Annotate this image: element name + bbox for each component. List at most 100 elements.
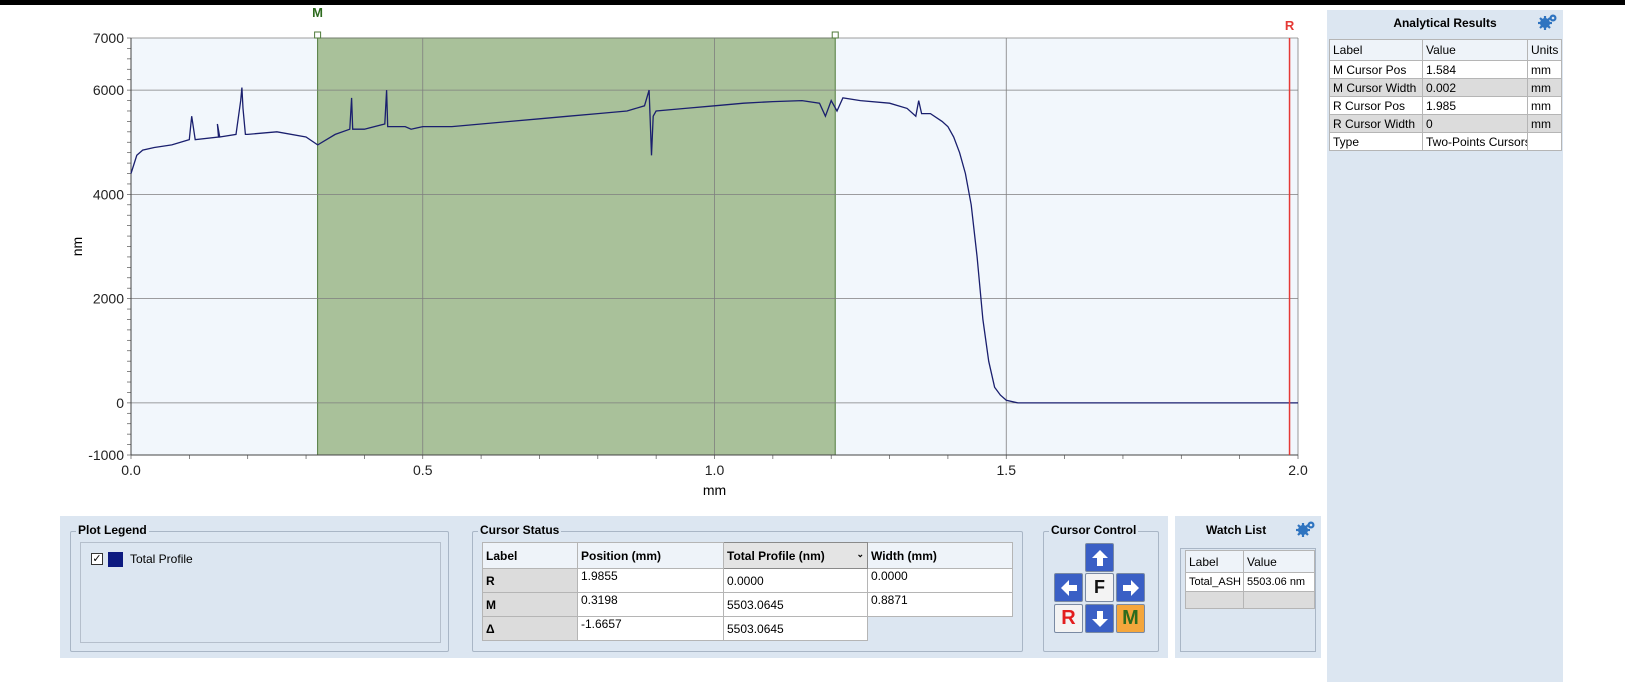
cell bbox=[1243, 591, 1315, 609]
table-row[interactable] bbox=[1185, 591, 1315, 609]
cell: 1.985 bbox=[1422, 96, 1528, 115]
col-header-label[interactable]: Label bbox=[1329, 39, 1423, 61]
x-axis-label: mm bbox=[703, 482, 726, 498]
series-line-total-profile bbox=[130, 87, 1298, 404]
y-tick-label: 4000 bbox=[93, 186, 124, 202]
arrow-up-icon bbox=[1091, 549, 1108, 566]
cell bbox=[1527, 132, 1562, 151]
table-row[interactable]: R 1.9855 0.0000 0.0000 bbox=[482, 568, 1013, 593]
col-header-value[interactable]: Value bbox=[1422, 39, 1528, 61]
m-cursor-handle-right bbox=[831, 31, 839, 39]
table-row[interactable]: M Cursor Width 0.002 mm bbox=[1329, 78, 1562, 97]
x-tick-label: 1.0 bbox=[705, 462, 725, 478]
cell: Type bbox=[1329, 132, 1423, 151]
col-header-total-profile[interactable]: Total Profile (nm) ⌄ bbox=[723, 542, 868, 569]
cell[interactable]: 0.3198 bbox=[577, 592, 724, 617]
legend-color-swatch bbox=[108, 551, 123, 567]
col-header-value[interactable]: Value bbox=[1243, 550, 1315, 573]
cell: mm bbox=[1527, 78, 1562, 97]
plot-legend-list: ✓ Total Profile bbox=[80, 542, 441, 643]
cell[interactable]: 1.9855 bbox=[577, 568, 724, 593]
cell: mm bbox=[1527, 60, 1562, 79]
select-r-cursor-button[interactable]: R bbox=[1054, 604, 1083, 633]
col-header-width[interactable]: Width (mm) bbox=[867, 542, 1013, 569]
cell: M Cursor Pos bbox=[1329, 60, 1423, 79]
table-row[interactable]: Δ -1.6657 5503.0645 bbox=[482, 616, 1013, 641]
table-row[interactable]: R Cursor Pos 1.985 mm bbox=[1329, 96, 1562, 115]
cell: R Cursor Width bbox=[1329, 114, 1423, 133]
cell: Total_ASH bbox=[1185, 572, 1244, 592]
y-tick-label: 0 bbox=[116, 395, 124, 411]
legend-item-total-profile[interactable]: ✓ Total Profile bbox=[91, 551, 193, 567]
cell: M Cursor Width bbox=[1329, 78, 1423, 97]
cell bbox=[867, 616, 1013, 641]
cell[interactable]: -1.6657 bbox=[577, 616, 724, 641]
cursor-status-title: Cursor Status bbox=[478, 523, 562, 537]
m-cursor-label: M bbox=[312, 5, 323, 20]
table-row[interactable]: M 0.3198 5503.0645 0.8871 bbox=[482, 592, 1013, 617]
col-header-position[interactable]: Position (mm) bbox=[577, 542, 724, 569]
col-header-units[interactable]: Units bbox=[1527, 39, 1562, 61]
cursor-up-button[interactable] bbox=[1085, 543, 1114, 572]
cursor-down-button[interactable] bbox=[1085, 604, 1114, 633]
x-tick-label: 2.0 bbox=[1288, 462, 1308, 478]
cell[interactable]: 5503.0645 bbox=[723, 616, 868, 641]
table-row[interactable]: M Cursor Pos 1.584 mm bbox=[1329, 60, 1562, 79]
cell[interactable]: 0.0000 bbox=[867, 568, 1013, 593]
m-cursor-region bbox=[317, 37, 836, 456]
arrow-left-icon bbox=[1060, 579, 1077, 596]
arrow-right-icon bbox=[1122, 579, 1139, 596]
x-tick-label: 1.5 bbox=[997, 462, 1017, 478]
cursor-control-title: Cursor Control bbox=[1049, 523, 1139, 537]
cell[interactable]: 0.0000 bbox=[723, 568, 868, 593]
y-tick-label: 6000 bbox=[93, 82, 124, 98]
plot-legend-group bbox=[70, 531, 449, 652]
y-tick-label: 2000 bbox=[93, 291, 124, 307]
cell: Δ bbox=[482, 616, 578, 641]
cursor-left-button[interactable] bbox=[1054, 573, 1083, 602]
m-cursor-label: M bbox=[1122, 607, 1139, 629]
y-axis-label: nm bbox=[69, 237, 85, 256]
x-tick-label: 0.5 bbox=[413, 462, 433, 478]
cell: mm bbox=[1527, 96, 1562, 115]
cell: 1.584 bbox=[1422, 60, 1528, 79]
r-cursor-label: R bbox=[1061, 607, 1076, 629]
cell: Two-Points Cursors bbox=[1422, 132, 1528, 151]
watch-list-box: Label Value Total_ASH 5503.06 nm bbox=[1180, 548, 1316, 652]
m-cursor-handle-left bbox=[314, 31, 322, 39]
select-m-cursor-button[interactable]: M bbox=[1116, 604, 1145, 633]
watch-list-title: Watch List bbox=[1206, 523, 1267, 537]
analytical-results-title: Analytical Results bbox=[1393, 16, 1497, 30]
bottom-panel: Plot Legend ✓ Total Profile Cursor Statu… bbox=[60, 516, 1168, 658]
cursor-status-group bbox=[472, 531, 1023, 652]
settings-gear-icon[interactable] bbox=[1537, 12, 1559, 32]
window-top-border bbox=[0, 0, 1625, 5]
table-row[interactable]: Type Two-Points Cursors bbox=[1329, 132, 1562, 151]
watch-list-panel: Watch List Label Value Total_ASH 5503.06… bbox=[1175, 516, 1321, 658]
table-row[interactable]: Total_ASH 5503.06 nm bbox=[1185, 572, 1315, 592]
y-tick-label: 7000 bbox=[93, 30, 124, 46]
r-cursor-label: R bbox=[1285, 18, 1295, 33]
legend-item-label: Total Profile bbox=[130, 552, 193, 566]
legend-checkbox[interactable]: ✓ bbox=[91, 552, 103, 565]
cell[interactable]: 5503.0645 bbox=[723, 592, 868, 617]
cell[interactable]: 0.8871 bbox=[867, 592, 1013, 617]
y-tick-label: -1000 bbox=[88, 447, 124, 463]
chevron-down-icon[interactable]: ⌄ bbox=[856, 548, 864, 559]
settings-gear-icon[interactable] bbox=[1295, 519, 1317, 539]
cell: 5503.06 nm bbox=[1243, 572, 1315, 592]
cursor-right-button[interactable] bbox=[1116, 573, 1145, 602]
cell: mm bbox=[1527, 114, 1562, 133]
col-header-total-profile-label: Total Profile (nm) bbox=[727, 548, 825, 563]
arrow-down-icon bbox=[1091, 610, 1108, 627]
cursor-status-table: Label Position (mm) Total Profile (nm) ⌄… bbox=[482, 542, 1013, 641]
col-header-label[interactable]: Label bbox=[482, 542, 578, 569]
cursor-focus-button[interactable]: F bbox=[1085, 573, 1114, 602]
cell: 0.002 bbox=[1422, 78, 1528, 97]
plot-legend-title: Plot Legend bbox=[76, 523, 149, 537]
cell: R bbox=[482, 568, 578, 593]
table-row[interactable]: R Cursor Width 0 mm bbox=[1329, 114, 1562, 133]
cell: M bbox=[482, 592, 578, 617]
col-header-label[interactable]: Label bbox=[1185, 550, 1244, 573]
